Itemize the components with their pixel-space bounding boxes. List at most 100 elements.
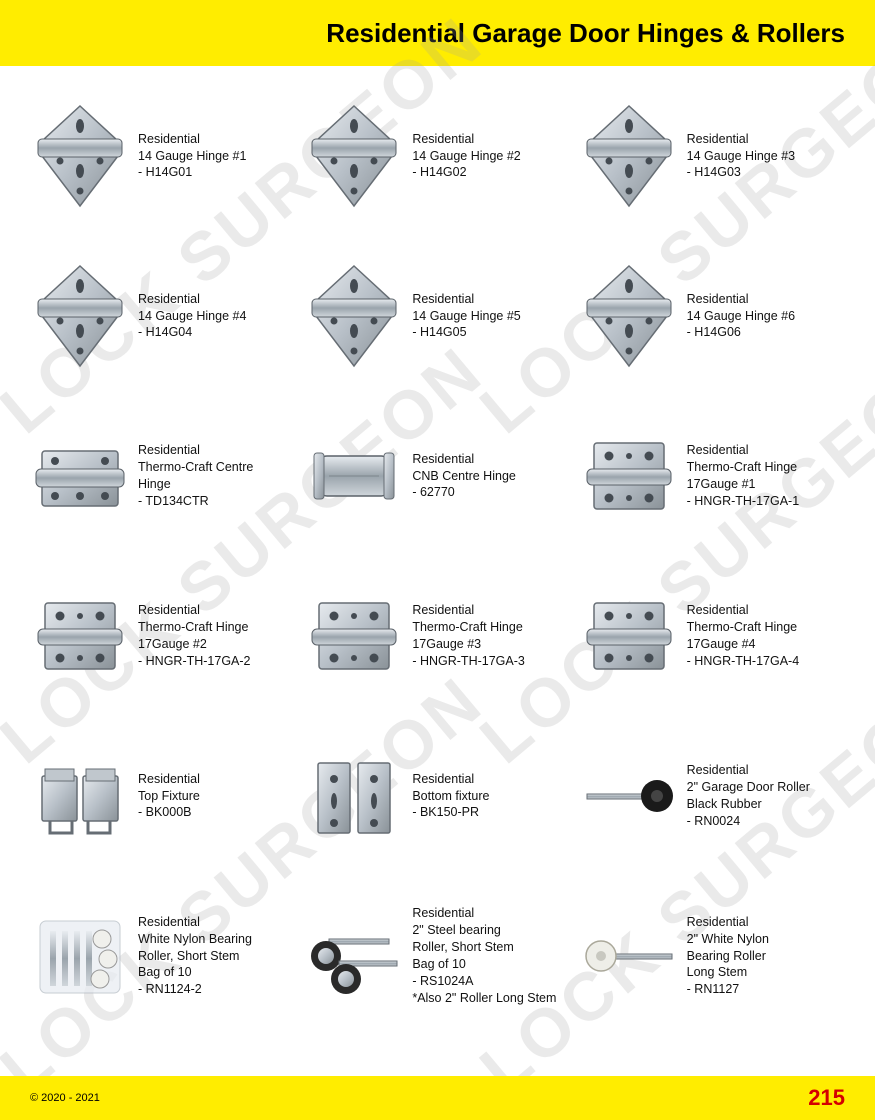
product-info: ResidentialCNB Centre Hinge- 62770 (412, 451, 516, 502)
fixture-bottom-icon (304, 741, 404, 851)
product-code: - TD134CTR (138, 493, 253, 510)
product-item: Residential14 Gauge Hinge #2- H14G02 (304, 86, 570, 226)
product-item: ResidentialThermo-Craft Hinge17Gauge #1-… (579, 406, 845, 546)
product-line: 14 Gauge Hinge #2 (412, 148, 520, 165)
hinge-diamond-icon (579, 261, 679, 371)
product-info: ResidentialBottom fixture- BK150-PR (412, 771, 489, 822)
product-line: Thermo-Craft Hinge (138, 619, 251, 636)
product-line: Residential (138, 442, 253, 459)
product-line: - BK000B (138, 804, 200, 821)
roller-black-icon (579, 741, 679, 851)
product-item: Residential2" White NylonBearing RollerL… (579, 886, 845, 1026)
product-line: Residential (687, 914, 769, 931)
product-item: ResidentialThermo-Craft CentreHinge- TD1… (30, 406, 296, 546)
roller-bag-icon (30, 901, 130, 1011)
product-item: Residential14 Gauge Hinge #5- H14G05 (304, 246, 570, 386)
product-code: - HNGR-TH-17GA-2 (138, 653, 251, 670)
product-line: 14 Gauge Hinge #1 (138, 148, 246, 165)
product-line: Bag of 10 (138, 964, 252, 981)
product-line: Residential (412, 602, 525, 619)
product-line: Residential (412, 451, 516, 468)
product-info: Residential14 Gauge Hinge #3- H14G03 (687, 131, 795, 182)
product-info: Residential14 Gauge Hinge #4- H14G04 (138, 291, 246, 342)
product-info: ResidentialThermo-Craft Hinge17Gauge #4-… (687, 602, 800, 670)
product-line: Residential (687, 762, 810, 779)
product-item: Residential14 Gauge Hinge #3- H14G03 (579, 86, 845, 226)
product-item: ResidentialTop Fixture- BK000B (30, 726, 296, 866)
product-info: Residential2" Garage Door RollerBlack Ru… (687, 762, 810, 830)
product-extra: *Also 2" Roller Long Stem (412, 990, 556, 1007)
product-code: - HNGR-TH-17GA-4 (687, 653, 800, 670)
product-line: 17Gauge #2 (138, 636, 251, 653)
product-code: - H14G04 (138, 324, 246, 341)
product-line: 14 Gauge Hinge #5 (412, 308, 520, 325)
product-line: Roller, Short Stem (412, 939, 556, 956)
product-line: Residential (412, 291, 520, 308)
product-line: Residential (412, 905, 556, 922)
product-line: Residential (138, 771, 200, 788)
product-line: 14 Gauge Hinge #3 (687, 148, 795, 165)
page-title: Residential Garage Door Hinges & Rollers (326, 18, 845, 49)
product-info: ResidentialWhite Nylon BearingRoller, Sh… (138, 914, 252, 998)
product-line: 14 Gauge Hinge #4 (138, 308, 246, 325)
hinge-diamond-icon (30, 261, 130, 371)
hinge-rect-icon (579, 421, 679, 531)
product-line: Residential (687, 442, 800, 459)
product-line: Residential (687, 291, 795, 308)
product-line: 2" White Nylon (687, 931, 769, 948)
product-line: Bottom fixture (412, 788, 489, 805)
product-line: Residential (687, 602, 800, 619)
product-line: Residential (138, 602, 251, 619)
product-line: - 62770 (412, 484, 516, 501)
product-info: ResidentialThermo-Craft Hinge17Gauge #2-… (138, 602, 251, 670)
product-item: ResidentialWhite Nylon BearingRoller, Sh… (30, 886, 296, 1026)
product-line: Residential (412, 131, 520, 148)
product-item: Residential2" Garage Door RollerBlack Ru… (579, 726, 845, 866)
product-item: Residential14 Gauge Hinge #6- H14G06 (579, 246, 845, 386)
product-code: - HNGR-TH-17GA-3 (412, 653, 525, 670)
product-line: Residential (687, 131, 795, 148)
product-line: Bearing Roller (687, 948, 769, 965)
copyright-text: © 2020 - 2021 (30, 1092, 100, 1104)
product-item: Residential2" Steel bearingRoller, Short… (304, 886, 570, 1026)
hinge-rect-icon (30, 581, 130, 691)
roller-white-icon (579, 901, 679, 1011)
fixture-top-icon (30, 741, 130, 851)
product-item: ResidentialBottom fixture- BK150-PR (304, 726, 570, 866)
product-grid: Residential14 Gauge Hinge #1- H14G01 Res… (30, 86, 845, 1026)
product-info: Residential14 Gauge Hinge #6- H14G06 (687, 291, 795, 342)
product-info: Residential14 Gauge Hinge #5- H14G05 (412, 291, 520, 342)
page-header: Residential Garage Door Hinges & Rollers (0, 0, 875, 66)
product-code: - RN0024 (687, 813, 810, 830)
page-number: 215 (808, 1085, 845, 1111)
product-info: Residential14 Gauge Hinge #2- H14G02 (412, 131, 520, 182)
product-line: Residential (138, 131, 246, 148)
product-item: ResidentialCNB Centre Hinge- 62770 (304, 406, 570, 546)
product-info: Residential2" Steel bearingRoller, Short… (412, 905, 556, 1006)
hinge-center-icon (30, 421, 130, 531)
product-line: Roller, Short Stem (138, 948, 252, 965)
hinge-diamond-icon (304, 261, 404, 371)
product-info: ResidentialThermo-Craft CentreHinge- TD1… (138, 442, 253, 510)
hinge-rect-icon (579, 581, 679, 691)
product-line: Black Rubber (687, 796, 810, 813)
product-item: ResidentialThermo-Craft Hinge17Gauge #3-… (304, 566, 570, 706)
hinge-diamond-icon (579, 101, 679, 211)
product-line: 2" Garage Door Roller (687, 779, 810, 796)
product-line: - BK150-PR (412, 804, 489, 821)
product-code: - H14G06 (687, 324, 795, 341)
product-line: Residential (138, 914, 252, 931)
product-code: - RS1024A (412, 973, 556, 990)
product-line: Long Stem (687, 964, 769, 981)
product-item: ResidentialThermo-Craft Hinge17Gauge #2-… (30, 566, 296, 706)
product-code: - H14G03 (687, 164, 795, 181)
product-line: 17Gauge #1 (687, 476, 800, 493)
product-line: 17Gauge #3 (412, 636, 525, 653)
product-line: CNB Centre Hinge (412, 468, 516, 485)
product-line: Top Fixture (138, 788, 200, 805)
product-code: - H14G01 (138, 164, 246, 181)
product-line: Thermo-Craft Hinge (412, 619, 525, 636)
product-line: 14 Gauge Hinge #6 (687, 308, 795, 325)
product-line: Hinge (138, 476, 253, 493)
product-line: Thermo-Craft Centre (138, 459, 253, 476)
